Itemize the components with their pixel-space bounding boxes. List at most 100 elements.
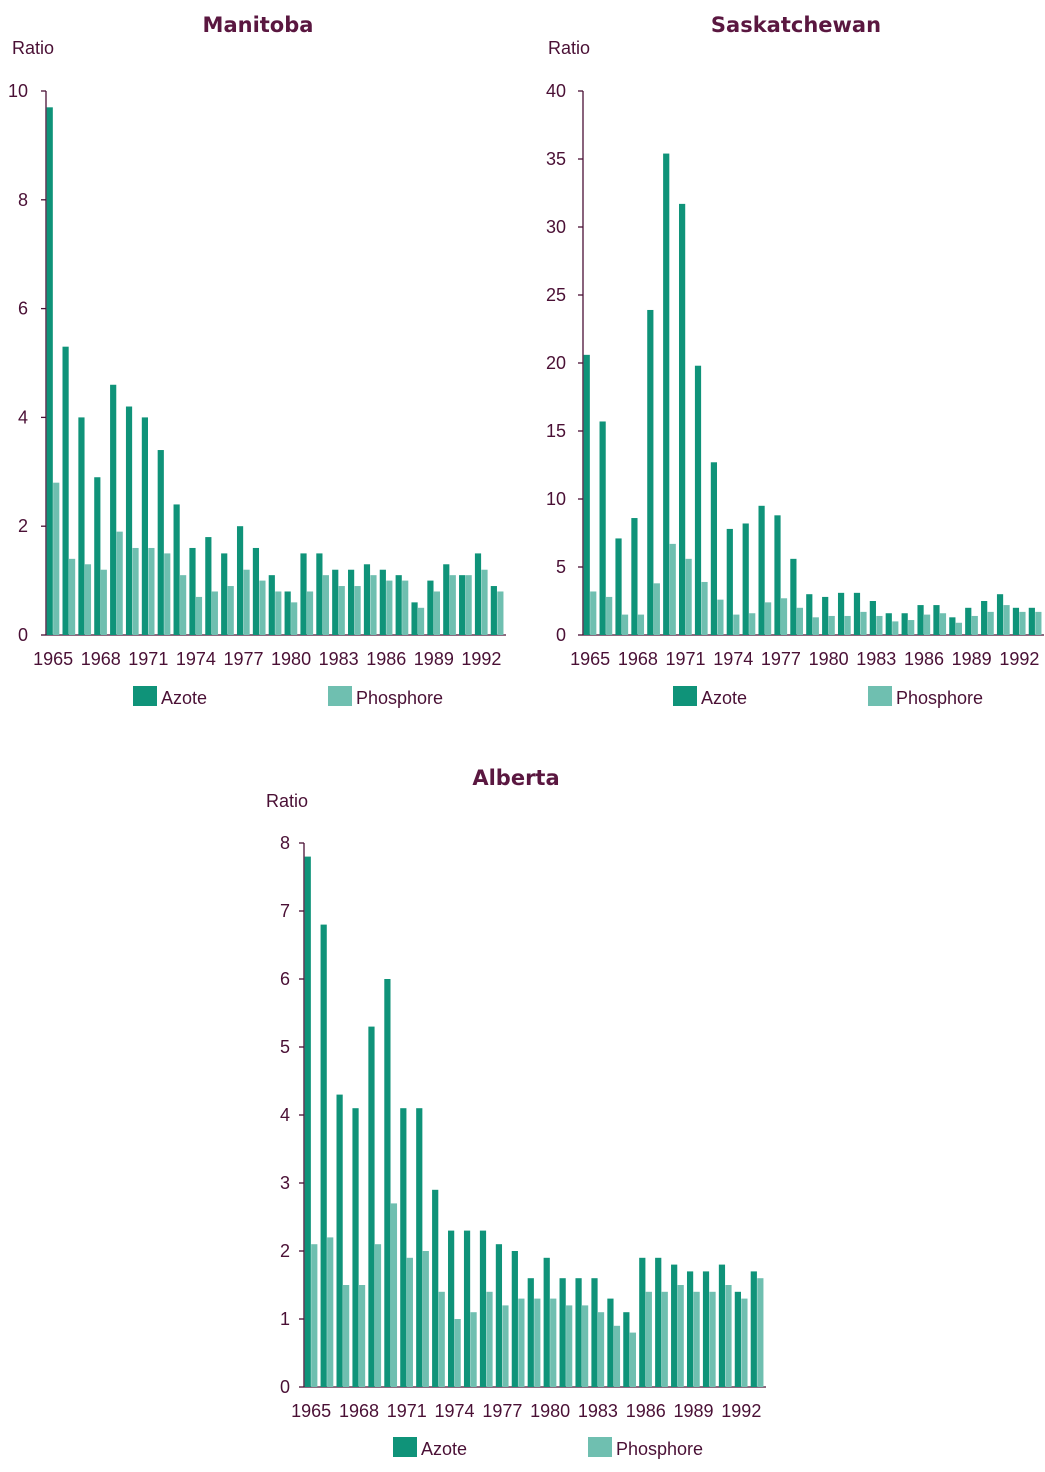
legend-swatch-phosphore bbox=[328, 686, 352, 706]
x-tick-label: 1992 bbox=[461, 649, 501, 669]
bar-phosphore-1970 bbox=[132, 547, 139, 635]
bar-phosphore-1965 bbox=[311, 1244, 318, 1387]
bar-phosphore-1970 bbox=[390, 1203, 398, 1387]
bar-azote-1969 bbox=[647, 309, 654, 635]
y-tick-label: 5 bbox=[556, 557, 566, 577]
bar-azote-1985 bbox=[901, 613, 908, 635]
bar-phosphore-1980 bbox=[828, 615, 835, 635]
bar-azote-1981 bbox=[559, 1278, 566, 1387]
y-tick-label: 0 bbox=[280, 1377, 290, 1397]
bar-phosphore-1989 bbox=[433, 591, 441, 635]
bar-azote-1978 bbox=[511, 1251, 518, 1387]
bar-azote-1971 bbox=[400, 1108, 407, 1387]
bar-phosphore-1991 bbox=[1003, 605, 1010, 635]
bar-azote-1980 bbox=[822, 596, 829, 635]
bar-phosphore-1982 bbox=[581, 1305, 589, 1387]
bar-azote-1978 bbox=[252, 547, 260, 635]
y-tick-label: 2 bbox=[18, 516, 28, 536]
x-tick-label: 1986 bbox=[366, 649, 406, 669]
bar-azote-1975 bbox=[463, 1230, 471, 1387]
bar-phosphore-1985 bbox=[908, 620, 915, 635]
y-tick-label: 6 bbox=[18, 299, 28, 319]
bar-phosphore-1972 bbox=[422, 1251, 429, 1387]
x-tick-label: 1971 bbox=[387, 1401, 427, 1421]
y-tick-label: 8 bbox=[18, 190, 28, 210]
bar-azote-1980 bbox=[284, 591, 291, 635]
bar-phosphore-1965 bbox=[590, 591, 597, 635]
bar-phosphore-1993 bbox=[1035, 611, 1042, 635]
y-tick-label: 25 bbox=[546, 285, 566, 305]
chart-manitoba: Manitoba Ratio 0 2 4 6 8 10 1965 1968 1971 1974 1977… bbox=[8, 13, 506, 708]
bar-azote-1976 bbox=[221, 553, 228, 635]
bar-azote-1965 bbox=[583, 354, 590, 635]
bar-phosphore-1986 bbox=[386, 580, 393, 635]
bar-phosphore-1979 bbox=[275, 591, 282, 635]
bar-azote-1990 bbox=[981, 601, 988, 635]
bar-azote-1987 bbox=[395, 575, 402, 635]
bar-azote-1990 bbox=[702, 1271, 710, 1387]
bar-phosphore-1979 bbox=[534, 1298, 541, 1387]
bar-phosphore-1982 bbox=[860, 611, 867, 635]
bar-phosphore-1993 bbox=[757, 1278, 764, 1387]
bar-phosphore-1977 bbox=[502, 1305, 509, 1387]
x-tick-label: 1974 bbox=[176, 649, 216, 669]
bar-phosphore-1976 bbox=[227, 586, 234, 635]
bar-phosphore-1989 bbox=[693, 1291, 700, 1387]
bar-phosphore-1988 bbox=[677, 1285, 684, 1387]
y-tick-label: 30 bbox=[546, 217, 566, 237]
bar-azote-1968 bbox=[94, 477, 101, 635]
x-tick-label: 1968 bbox=[339, 1401, 379, 1421]
bar-azote-1969 bbox=[368, 1026, 375, 1387]
bar-phosphore-1981 bbox=[306, 591, 314, 635]
bar-azote-1970 bbox=[384, 979, 391, 1387]
bar-phosphore-1975 bbox=[749, 613, 756, 635]
bar-phosphore-1993 bbox=[497, 591, 504, 635]
x-tick-label: 1992 bbox=[721, 1401, 761, 1421]
y-tick-label: 0 bbox=[556, 625, 566, 645]
bar-azote-1975 bbox=[205, 537, 212, 635]
legend-swatch-azote bbox=[673, 686, 697, 706]
bar-azote-1971 bbox=[679, 203, 686, 635]
y-tick-label: 1 bbox=[280, 1309, 290, 1329]
x-tick-label: 1992 bbox=[999, 649, 1039, 669]
bar-azote-1993 bbox=[490, 586, 497, 635]
bar-phosphore-1990 bbox=[709, 1291, 716, 1387]
chart-title: Alberta bbox=[472, 766, 559, 790]
bar-phosphore-1969 bbox=[374, 1244, 382, 1387]
bar-azote-1973 bbox=[710, 462, 718, 635]
bar-azote-1986 bbox=[639, 1257, 646, 1387]
bar-phosphore-1985 bbox=[629, 1332, 637, 1387]
bar-phosphore-1981 bbox=[844, 615, 851, 635]
y-tick-label: 35 bbox=[546, 149, 566, 169]
legend-label-azote: Azote bbox=[161, 688, 207, 708]
bar-azote-1985 bbox=[623, 1312, 630, 1387]
bar-phosphore-1971 bbox=[685, 558, 692, 635]
bar-phosphore-1990 bbox=[987, 611, 994, 635]
bar-phosphore-1987 bbox=[402, 580, 409, 635]
bar-phosphore-1989 bbox=[971, 615, 978, 635]
bar-phosphore-1967 bbox=[84, 564, 92, 635]
y-tick-label: 40 bbox=[546, 81, 566, 101]
bar-azote-1966 bbox=[599, 421, 606, 635]
bar-phosphore-1980 bbox=[550, 1298, 557, 1387]
x-tick-label: 1983 bbox=[578, 1401, 618, 1421]
bar-phosphore-1977 bbox=[243, 569, 250, 635]
x-tick-label: 1980 bbox=[809, 649, 849, 669]
bar-azote-1988 bbox=[411, 602, 418, 635]
bar-phosphore-1991 bbox=[725, 1285, 732, 1387]
bar-phosphore-1966 bbox=[606, 596, 613, 635]
bar-azote-1976 bbox=[479, 1230, 487, 1387]
chart-title: Saskatchewan bbox=[711, 13, 881, 37]
y-tick-label: 0 bbox=[18, 625, 28, 645]
bar-phosphore-1976 bbox=[765, 602, 772, 635]
bar-azote-1988 bbox=[671, 1264, 678, 1387]
x-tick-label: 1983 bbox=[319, 649, 359, 669]
bar-azote-1973 bbox=[432, 1189, 439, 1387]
x-tick-label: 1974 bbox=[435, 1401, 475, 1421]
bar-azote-1988 bbox=[949, 617, 956, 635]
bar-azote-1973 bbox=[173, 504, 180, 635]
bar-azote-1984 bbox=[348, 569, 355, 635]
legend-label-phosphore: Phosphore bbox=[356, 688, 443, 708]
legend-swatch-phosphore bbox=[588, 1437, 612, 1457]
x-tick-label: 1977 bbox=[482, 1401, 522, 1421]
